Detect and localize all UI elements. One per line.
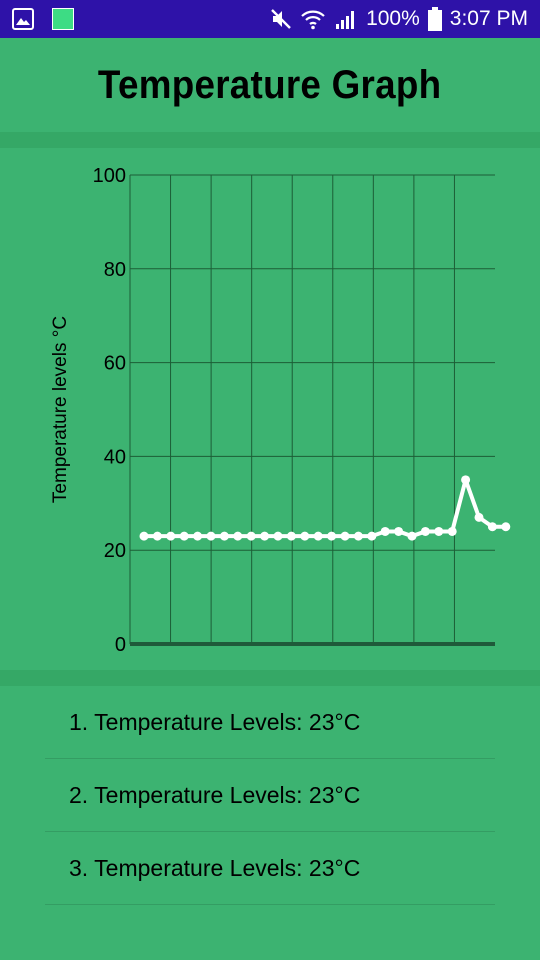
battery-icon (427, 7, 442, 31)
data-point (286, 531, 296, 541)
divider-band (0, 670, 540, 686)
temperature-chart: 0 20 40 60 80 100 Temperature levels °C (0, 148, 540, 670)
status-bar: 100% 3:07 PM (0, 0, 540, 38)
data-point (420, 526, 430, 536)
data-point (300, 531, 310, 541)
data-point (327, 531, 337, 541)
app-header: Temperature Graph (0, 38, 540, 132)
data-point (501, 522, 511, 532)
reading-item[interactable]: 1. Temperature Levels: 23°C (45, 686, 495, 759)
data-point (260, 531, 270, 541)
data-point (447, 526, 457, 536)
signal-icon (334, 8, 358, 30)
data-point (353, 531, 363, 541)
gallery-notification-icon (12, 8, 34, 30)
app-notification-icon (52, 8, 74, 30)
reading-item[interactable]: 3. Temperature Levels: 23°C (45, 832, 495, 905)
wifi-icon (300, 8, 326, 30)
data-point (474, 512, 484, 522)
reading-item[interactable]: 2. Temperature Levels: 23°C (45, 759, 495, 832)
page-title: Temperature Graph (98, 62, 442, 107)
y-axis-label: Temperature levels °C (50, 316, 71, 503)
y-tick-label: 0 (115, 634, 126, 656)
data-point (219, 531, 229, 541)
data-point (233, 531, 243, 541)
clock: 3:07 PM (449, 7, 528, 30)
y-tick-label: 80 (104, 259, 126, 281)
data-point (139, 531, 149, 541)
data-point (166, 531, 176, 541)
data-point (367, 531, 377, 541)
y-tick-label: 20 (104, 540, 126, 562)
divider-band (0, 132, 540, 148)
readings-list: 1. Temperature Levels: 23°C 2. Temperatur… (0, 686, 540, 905)
chart-svg: 0 20 40 60 80 100 Temperature levels °C (50, 165, 511, 656)
data-point (273, 531, 283, 541)
data-point (394, 526, 404, 536)
y-tick-label: 100 (93, 165, 126, 187)
series-line (144, 477, 506, 539)
y-tick-label: 60 (104, 353, 126, 375)
data-point (152, 531, 162, 541)
data-point (434, 526, 444, 536)
data-point (487, 522, 497, 532)
battery-percent: 100% (366, 7, 420, 30)
mute-icon (270, 8, 292, 30)
data-point (380, 526, 390, 536)
data-point (313, 531, 323, 541)
data-point (206, 531, 216, 541)
data-point (461, 475, 471, 485)
data-point (179, 531, 189, 541)
data-point (407, 531, 417, 541)
data-point (193, 531, 203, 541)
data-point (246, 531, 256, 541)
y-tick-label: 40 (104, 446, 126, 468)
data-point (340, 531, 350, 541)
